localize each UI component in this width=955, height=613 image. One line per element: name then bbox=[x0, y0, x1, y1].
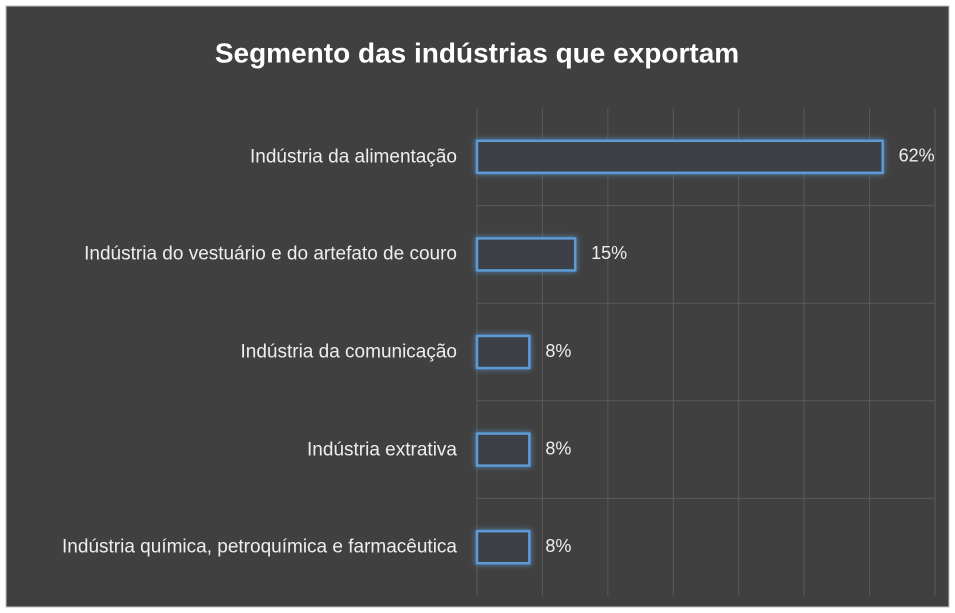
bar bbox=[475, 529, 531, 565]
data-label: 8% bbox=[545, 536, 571, 556]
data-label: 15% bbox=[591, 243, 627, 263]
bar bbox=[475, 139, 884, 175]
bar bbox=[475, 334, 531, 370]
chart-title: Segmento das indústrias que exportam bbox=[215, 37, 739, 68]
bar bbox=[475, 237, 577, 272]
category-label: Indústria extrativa bbox=[307, 439, 457, 461]
bar bbox=[475, 432, 531, 467]
category-label: Indústria do vestuário e do artefato de … bbox=[84, 243, 457, 265]
category-label: Indústria da alimentação bbox=[249, 146, 457, 168]
category-label: Indústria química, petroquímica e farmac… bbox=[62, 536, 457, 558]
data-label: 8% bbox=[545, 438, 571, 458]
category-label: Indústria da comunicação bbox=[240, 341, 457, 363]
data-label: 62% bbox=[899, 146, 935, 166]
data-label: 8% bbox=[545, 341, 571, 361]
